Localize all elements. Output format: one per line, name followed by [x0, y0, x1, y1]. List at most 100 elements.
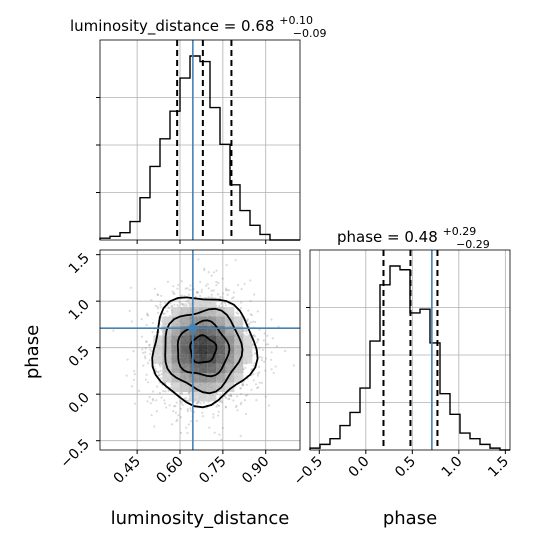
scatter-point	[240, 401, 243, 404]
density-block	[225, 354, 235, 364]
density-block	[198, 297, 208, 308]
scatter-point	[219, 295, 222, 299]
density-block	[171, 382, 181, 393]
scatter-point	[159, 303, 162, 306]
scatter-point	[155, 399, 158, 402]
scatter-point	[144, 351, 147, 354]
scatter-point	[151, 390, 155, 393]
scatter-point	[223, 395, 226, 398]
scatter-point	[149, 352, 152, 355]
scatter-point	[146, 312, 149, 315]
scatter-point	[162, 390, 165, 393]
density-block	[171, 307, 181, 317]
density-block	[198, 335, 208, 345]
scatter-point	[225, 287, 228, 290]
scatter-point	[157, 307, 160, 310]
scatter-point	[145, 340, 148, 343]
scatter-point	[221, 277, 224, 280]
density-block	[171, 344, 181, 355]
scatter-point	[212, 271, 216, 274]
scatter-point	[210, 274, 213, 277]
scatter-point	[252, 379, 255, 382]
scatter-point	[256, 341, 259, 344]
density-block	[189, 363, 199, 374]
scatter-point	[196, 401, 199, 404]
density-block	[198, 344, 208, 355]
scatter-point	[144, 355, 147, 358]
title-luminosity-distance-sub: −0.09	[293, 27, 327, 40]
scatter-point	[216, 293, 220, 296]
density-block	[216, 307, 226, 317]
scatter-point	[261, 348, 265, 351]
scatter-point	[250, 388, 253, 391]
scatter-point	[142, 364, 145, 367]
scatter-point	[217, 281, 220, 285]
scatter-point	[266, 334, 269, 337]
scatter-point	[208, 426, 211, 429]
scatter-point	[158, 391, 161, 395]
scatter-point	[257, 339, 260, 342]
density-block	[198, 392, 208, 402]
title-luminosity-distance-main: luminosity_distance = 0.68	[70, 17, 274, 36]
scatter-point	[210, 293, 213, 296]
scatter-point	[236, 283, 240, 287]
scatter-point	[224, 406, 228, 409]
scatter-point	[274, 365, 277, 368]
scatter-point	[221, 301, 224, 304]
scatter-point	[221, 292, 225, 295]
density-block	[189, 297, 199, 308]
scatter-point	[146, 400, 149, 403]
scatter-point	[229, 394, 232, 397]
density-block	[162, 344, 172, 355]
scatter-point	[256, 386, 259, 390]
scatter-point	[181, 403, 184, 406]
scatter-point	[203, 269, 206, 272]
contour-outer	[151, 296, 259, 409]
scatter-point	[133, 373, 136, 376]
scatter-point	[140, 335, 143, 338]
scatter-point	[260, 381, 263, 384]
hist-panel-phase: −0.5 0.0 0.5 1.0 1.5	[291, 249, 512, 489]
scatter-point	[160, 294, 163, 297]
scatter-ytick-label: 1.5	[66, 250, 93, 277]
density-block	[180, 307, 190, 317]
scatter-point	[249, 300, 252, 303]
scatter-point	[267, 343, 270, 346]
scatter-point	[195, 419, 198, 423]
scatter-point	[223, 301, 226, 305]
scatter-point	[219, 399, 223, 402]
scatter-point	[217, 410, 220, 413]
scatter-point	[232, 291, 235, 294]
scatter-point	[226, 289, 229, 292]
density-block	[198, 363, 208, 374]
scatter-point	[240, 288, 243, 291]
density-block	[198, 373, 208, 383]
scatter-point	[158, 363, 161, 366]
scatter-point	[141, 348, 144, 351]
scatter-point	[239, 387, 242, 390]
scatter-ytick-label: 1.0	[66, 297, 93, 324]
scatter-point	[180, 392, 183, 395]
scatter-point	[168, 404, 171, 407]
scatter-point	[187, 299, 190, 302]
scatter-point	[146, 313, 149, 316]
scatter-point	[156, 293, 159, 297]
scatter-point	[246, 329, 249, 332]
density-block	[189, 307, 199, 317]
scatter-point	[246, 394, 249, 397]
scatter-point	[164, 390, 167, 393]
scatter-point	[145, 373, 148, 376]
density-block	[234, 344, 244, 355]
scatter-point	[160, 373, 163, 376]
density-block	[225, 335, 235, 345]
scatter-point	[270, 358, 273, 361]
scatter-point	[249, 279, 252, 282]
scatter-point	[241, 384, 244, 387]
scatter-point	[179, 416, 182, 419]
density-block	[162, 354, 172, 364]
phase-xtick-label: 0.5	[392, 454, 419, 481]
scatter-point	[177, 283, 180, 286]
density-block	[162, 373, 172, 383]
scatter-point	[187, 391, 190, 394]
scatter-point	[174, 405, 177, 408]
